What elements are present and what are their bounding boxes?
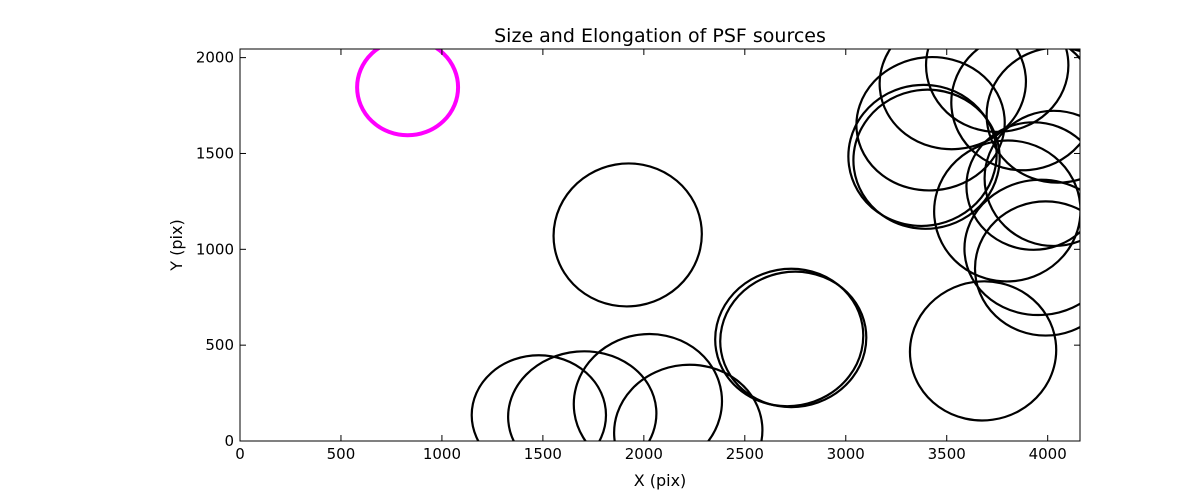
- y-tick-label: 500: [205, 336, 234, 354]
- chart-title: Size and Elongation of PSF sources: [494, 25, 826, 47]
- y-tick-label: 2000: [196, 49, 234, 67]
- psf-source-15: [985, 49, 1080, 184]
- psf-source-12: [878, 49, 1028, 151]
- x-tick-label: 2500: [726, 445, 764, 463]
- x-axis-label: X (pix): [634, 471, 687, 490]
- psf-sources: [355, 49, 1080, 441]
- x-tick-label: 3000: [827, 445, 865, 463]
- x-tick-label: 1500: [524, 445, 562, 463]
- x-tick-label: 0: [235, 445, 245, 463]
- psf-source-highlighted: [355, 49, 461, 138]
- psf-source-9: [847, 83, 998, 228]
- psf-source-20: [973, 200, 1080, 337]
- psf-source-2: [470, 354, 608, 441]
- x-tick-label: 1000: [423, 445, 461, 463]
- y-tick-label: 1000: [196, 240, 234, 258]
- psf-source-1: [552, 162, 703, 308]
- y-axis: 0 500 1000 1500 2000: [196, 49, 1080, 450]
- psf-source-7: [719, 270, 868, 409]
- psf-source-6: [714, 267, 865, 408]
- psf-source-18: [933, 139, 1080, 283]
- x-axis: 0 500 1000 1500 2000 2500 3000 3500 4000: [235, 49, 1067, 463]
- psf-source-19: [963, 178, 1080, 317]
- psf-source-8: [908, 280, 1058, 422]
- x-tick-label: 3500: [928, 445, 966, 463]
- psf-source-14: [950, 49, 1080, 172]
- psf-source-4: [572, 332, 724, 441]
- x-tick-label: 500: [327, 445, 356, 463]
- psf-source-17: [983, 109, 1080, 248]
- x-tick-label: 2000: [625, 445, 663, 463]
- x-tick-label: 4000: [1029, 445, 1067, 463]
- psf-source-16: [965, 121, 1080, 251]
- psf-source-5: [613, 363, 764, 441]
- y-tick-label: 0: [224, 432, 234, 450]
- psf-source-3: [507, 350, 658, 441]
- plot-frame: [239, 48, 1081, 442]
- y-axis-label: Y (pix): [167, 219, 186, 271]
- y-tick-label: 1500: [196, 144, 234, 162]
